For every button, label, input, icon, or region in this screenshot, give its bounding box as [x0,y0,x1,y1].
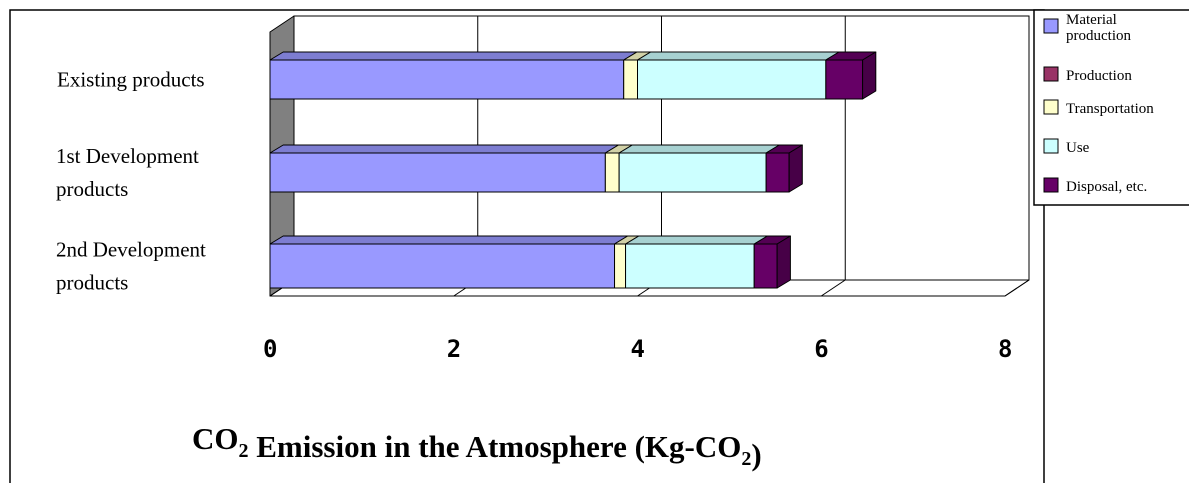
legend-label-line: Use [1066,140,1090,156]
category-label: Existing products [57,68,205,92]
x-tick-label: 4 [631,335,645,363]
bar-segment [269,243,616,289]
category-label-line: Existing products [57,68,205,92]
bar-segment [753,243,778,289]
bar-segment [825,59,864,100]
legend-swatch [1043,18,1059,34]
x-axis-title-subscript: 2 [239,440,249,462]
legend-label: Disposal, etc. [1066,179,1147,195]
bar-end-face [776,235,791,289]
bar-segment [637,59,827,100]
category-label-line: products [56,177,128,201]
legend-swatch [1043,99,1059,115]
x-axis-title-part: Emission in the Atmosphere (Kg-CO [249,429,742,464]
legend-label-line: production [1066,28,1131,44]
category-label-line: 1st Development [56,144,199,168]
bar-segment [614,243,627,289]
category-label-line: 2nd Development [56,238,206,262]
category-label: 2nd Development products [56,238,206,295]
x-tick-label: 8 [998,335,1012,363]
x-axis-title-subscript: 2 [741,448,751,470]
category-label: 1st Development products [56,144,199,201]
bar-group [269,144,803,193]
bar-segment [625,243,755,289]
bar-segment-top [618,144,780,154]
legend-label-line: Transportation [1066,101,1154,117]
x-axis-title: CO2 Emission in the Atmosphere (Kg-CO2) [192,421,762,472]
bar-segment [269,152,606,193]
bar-segment-top [269,235,629,245]
bar-segment [269,59,625,100]
legend-label: Production [1066,68,1132,84]
legend-label-line: Material [1066,12,1117,28]
floor-gridline [820,279,846,297]
legend-item: Use [1043,138,1090,156]
legend: Material production Production Transportati… [1033,9,1189,206]
legend-swatch [1043,66,1059,82]
bar-segment [765,152,790,193]
legend-label: Transportation [1066,101,1154,117]
bar-segment [604,152,620,193]
bar-segment-top [625,235,768,245]
legend-item: Material production [1043,12,1131,44]
legend-box [1033,9,1189,206]
floor-gridline [1004,279,1030,297]
bar-end-face [862,51,877,100]
legend-label: Material production [1066,12,1131,44]
legend-swatch [1043,177,1059,193]
bar-group [269,235,791,289]
legend-item: Production [1043,66,1132,84]
x-tick-label: 0 [263,335,277,363]
bar-segment-top [637,51,840,61]
bar-segment-top [269,144,619,154]
bar-group [269,51,877,100]
bar-segment [623,59,638,100]
x-tick-label: 2 [447,335,461,363]
category-label-line: products [56,271,128,295]
legend-swatch [1043,138,1059,154]
x-tick-label: 6 [814,335,828,363]
legend-item: Transportation [1043,99,1154,117]
x-axis-title-part: ) [751,437,761,472]
legend-label-line: Production [1066,68,1132,84]
legend-label-line: Disposal, etc. [1066,179,1147,195]
bar-end-face [788,144,803,193]
bar-segment-top [269,51,638,61]
x-axis-title-part: CO [192,421,239,456]
bar-segment [618,152,767,193]
legend-item: Disposal, etc. [1043,177,1147,195]
legend-label: Use [1066,140,1090,156]
